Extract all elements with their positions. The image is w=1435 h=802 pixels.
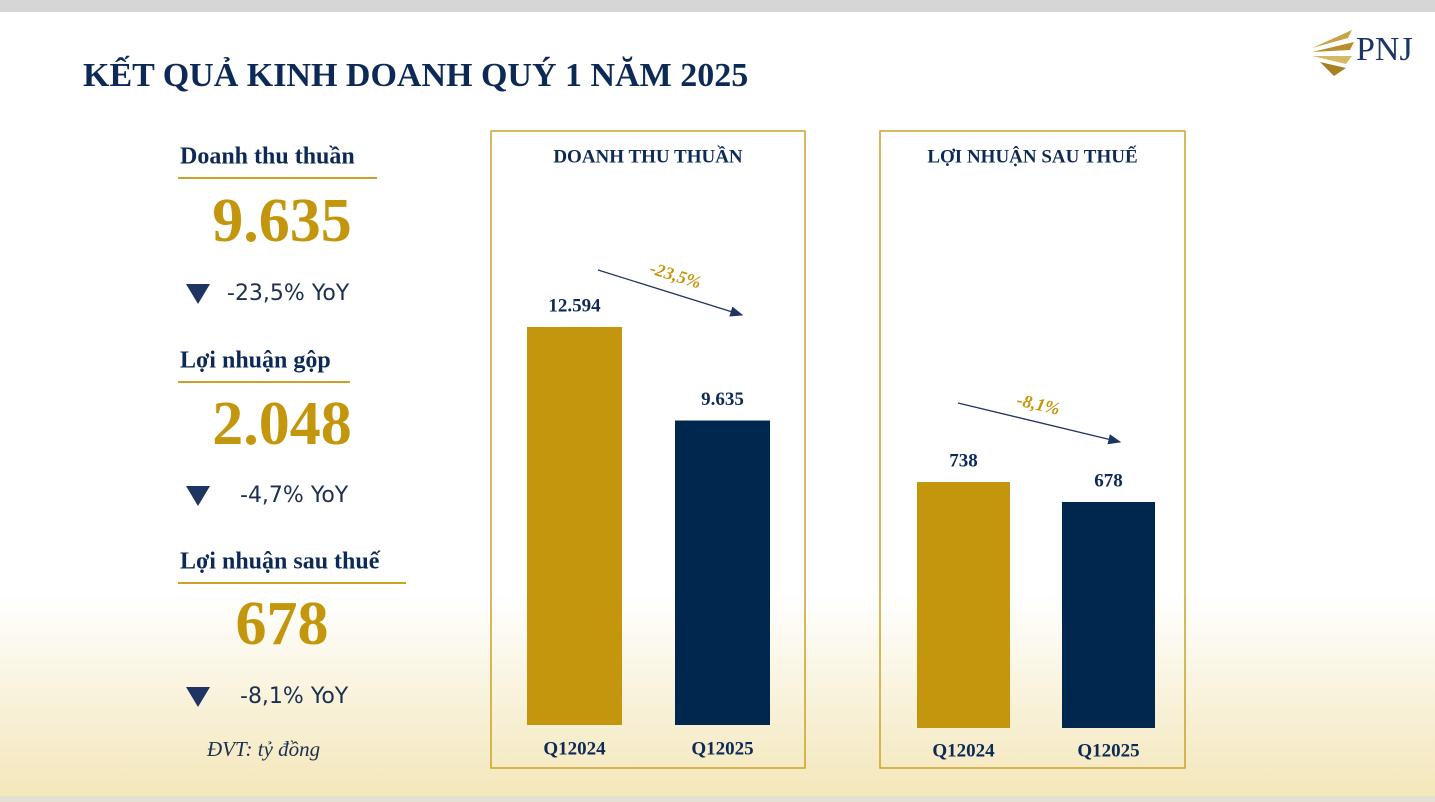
chart-title: DOANH THU THUẦN	[553, 145, 743, 167]
x-tick-label: Q12025	[1077, 740, 1139, 761]
trend-arrow	[597, 269, 744, 317]
x-tick-label: Q12025	[691, 738, 753, 759]
top-strip	[0, 0, 1435, 12]
data-label: 678	[1094, 470, 1123, 491]
kpi-value: 2.048	[212, 390, 352, 458]
kpi-label: Lợi nhuận gộp	[180, 348, 331, 374]
data-label: 738	[949, 450, 978, 471]
x-tick-label: Q12024	[932, 740, 995, 761]
down-triangle	[186, 486, 210, 506]
x-tick-label: Q12024	[543, 738, 606, 759]
unit-note: ĐVT: tỷ đồng	[206, 737, 320, 761]
logo: PNJ	[1312, 30, 1413, 76]
bar	[917, 482, 1010, 728]
chart-title: LỢI NHUẬN SAU THUẾ	[927, 145, 1137, 167]
bottom-strip	[0, 796, 1435, 802]
bar	[1062, 502, 1155, 728]
kpi-change: -8,1% YoY	[240, 684, 349, 709]
chart-frame	[490, 130, 806, 769]
logo-mark	[1312, 56, 1352, 64]
data-label: 12.594	[548, 295, 601, 316]
trend-arrow	[957, 402, 1122, 445]
down-triangle	[186, 284, 210, 304]
data-label: 9.635	[701, 389, 744, 410]
kpi-label: Lợi nhuận sau thuế	[180, 549, 381, 575]
kpi-value: 678	[236, 590, 329, 658]
logo-text: PNJ	[1356, 31, 1413, 68]
down-triangle	[186, 687, 210, 707]
slide-title: KẾT QUẢ KINH DOANH QUÝ 1 NĂM 2025	[83, 55, 748, 94]
kpi-label: Doanh thu thuần	[180, 144, 355, 170]
bar	[527, 327, 622, 725]
logo-mark	[1320, 62, 1346, 76]
kpi-change: -23,5% YoY	[227, 281, 350, 306]
kpi-value: 9.635	[212, 187, 352, 255]
logo-mark	[1312, 42, 1354, 52]
chart-frame	[879, 130, 1186, 769]
kpi-change: -4,7% YoY	[240, 483, 349, 508]
bar	[675, 420, 770, 725]
logo-mark	[1312, 30, 1352, 48]
